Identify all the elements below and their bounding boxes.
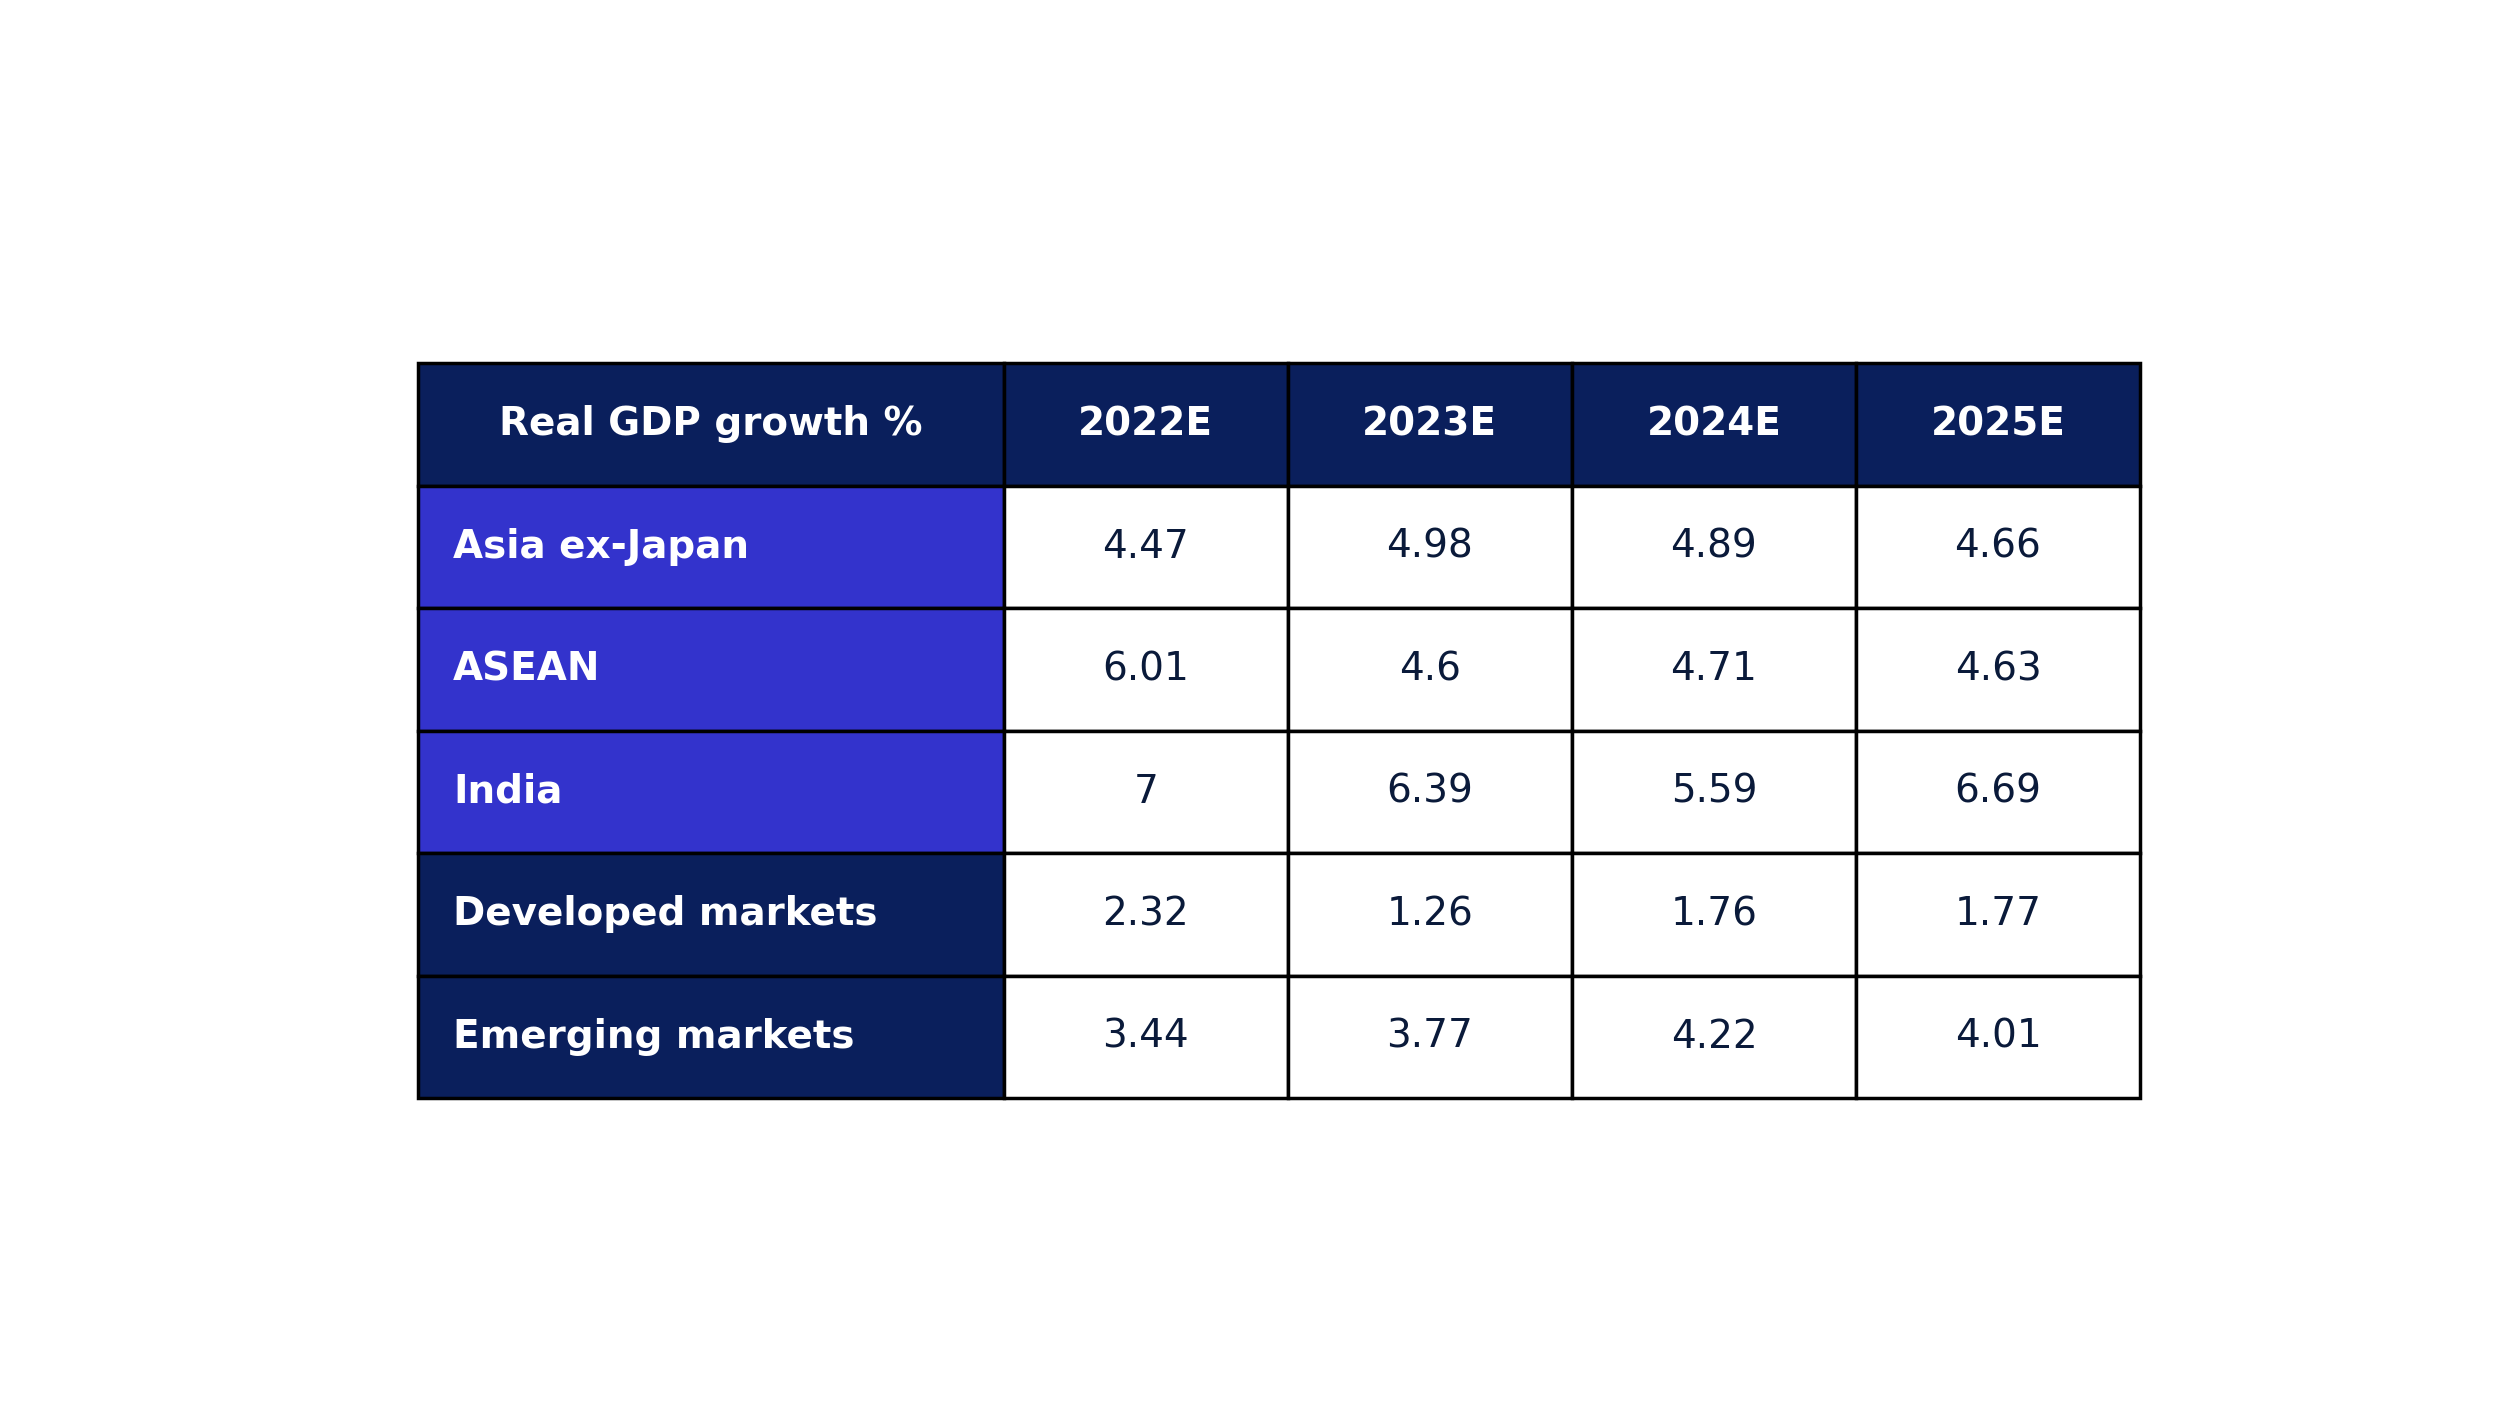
Bar — [1003, 608, 1288, 730]
Text: 6.01: 6.01 — [1103, 650, 1188, 688]
Text: 3.44: 3.44 — [1103, 1018, 1188, 1056]
Bar — [1288, 730, 1572, 854]
Text: 2022E: 2022E — [1078, 406, 1213, 444]
Bar — [1288, 608, 1572, 730]
Text: 4.98: 4.98 — [1385, 528, 1473, 566]
Text: Developed markets: Developed markets — [454, 896, 879, 934]
Bar — [1003, 854, 1288, 976]
Text: 6.39: 6.39 — [1385, 774, 1473, 812]
Text: 4.22: 4.22 — [1670, 1018, 1757, 1056]
Text: 4.63: 4.63 — [1954, 650, 2042, 688]
Text: Real GDP growth %: Real GDP growth % — [499, 406, 924, 444]
Bar — [1003, 364, 1288, 486]
Text: 4.47: 4.47 — [1103, 528, 1188, 566]
Bar — [1003, 486, 1288, 608]
Bar — [1572, 486, 1857, 608]
Text: 4.6: 4.6 — [1398, 650, 1460, 688]
Text: Emerging markets: Emerging markets — [454, 1018, 854, 1056]
Bar — [419, 364, 1003, 486]
Bar — [1572, 608, 1857, 730]
Bar — [1572, 364, 1857, 486]
Text: India: India — [454, 774, 562, 812]
Text: 2024E: 2024E — [1647, 406, 1782, 444]
Bar — [419, 608, 1003, 730]
Text: 1.26: 1.26 — [1385, 896, 1473, 934]
Text: ASEAN: ASEAN — [454, 650, 602, 688]
Text: 4.71: 4.71 — [1670, 650, 1757, 688]
Bar — [1572, 730, 1857, 854]
Bar — [1288, 854, 1572, 976]
Text: 4.01: 4.01 — [1954, 1018, 2042, 1056]
Text: 5.59: 5.59 — [1670, 774, 1757, 812]
Bar — [1857, 486, 2139, 608]
Text: 3.77: 3.77 — [1385, 1018, 1473, 1056]
Text: 4.89: 4.89 — [1670, 528, 1757, 566]
Bar — [1857, 854, 2139, 976]
Text: 1.77: 1.77 — [1954, 896, 2042, 934]
Text: 2023E: 2023E — [1363, 406, 1498, 444]
Bar — [1857, 730, 2139, 854]
Bar — [1572, 976, 1857, 1098]
Text: 7: 7 — [1133, 774, 1158, 812]
Bar — [1003, 976, 1288, 1098]
Bar — [419, 976, 1003, 1098]
Bar — [1288, 486, 1572, 608]
Bar — [1857, 976, 2139, 1098]
Bar — [1572, 854, 1857, 976]
Text: 6.69: 6.69 — [1954, 774, 2042, 812]
Bar — [1857, 364, 2139, 486]
Bar — [1003, 730, 1288, 854]
Bar — [1288, 364, 1572, 486]
Text: Asia ex-Japan: Asia ex-Japan — [454, 528, 749, 566]
Text: 4.66: 4.66 — [1954, 528, 2042, 566]
Bar — [1857, 608, 2139, 730]
Bar — [419, 730, 1003, 854]
Bar — [419, 854, 1003, 976]
Text: 1.76: 1.76 — [1670, 896, 1757, 934]
Text: 2025E: 2025E — [1929, 406, 2064, 444]
Bar — [1288, 976, 1572, 1098]
Text: 2.32: 2.32 — [1103, 896, 1188, 934]
Bar — [419, 486, 1003, 608]
